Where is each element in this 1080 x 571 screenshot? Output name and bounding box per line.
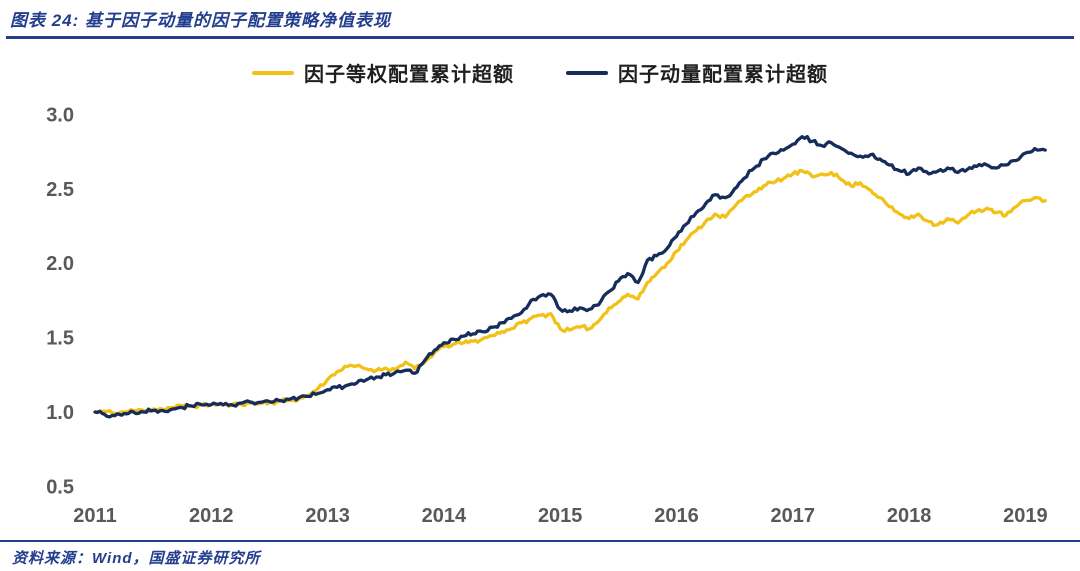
y-axis-tick-label: 0.5	[46, 476, 74, 498]
y-axis-tick-label: 1.0	[46, 402, 74, 424]
x-axis-tick-label: 2012	[189, 505, 234, 527]
chart-legend: 因子等权配置累计超额 因子动量配置累计超额	[0, 58, 1080, 87]
legend-swatch-gold-line	[252, 70, 294, 75]
figure-title: 图表 24: 基于因子动量的因子配置策略净值表现	[10, 11, 392, 30]
series-momentum-line	[93, 134, 1047, 419]
x-axis-tick-label: 2011	[73, 505, 116, 527]
legend-label-momentum: 因子动量配置累计超额	[618, 64, 828, 86]
y-axis-tick-label: 1.5	[46, 328, 74, 350]
x-axis-tick-label: 2013	[305, 505, 350, 527]
legend-item-equal-weight: 因子等权配置累计超额	[252, 58, 514, 87]
x-axis-tick-label: 2014	[422, 505, 467, 527]
series-equal-weight-line	[93, 168, 1047, 417]
x-axis-tick-label: 2017	[771, 505, 816, 527]
y-axis-tick-label: 3.0	[46, 104, 74, 126]
x-axis-tick-label: 2015	[538, 505, 583, 527]
legend-item-momentum: 因子动量配置累计超额	[566, 58, 828, 87]
y-axis-tick-label: 2.0	[46, 253, 74, 275]
source-note: 资料来源：Wind，国盛证券研究所	[12, 550, 261, 567]
x-axis-tick-label: 2018	[887, 505, 932, 527]
footer-divider	[0, 540, 1080, 542]
legend-swatch-navy-line	[566, 70, 608, 75]
title-divider	[6, 36, 1074, 39]
y-axis-tick-label: 2.5	[46, 179, 74, 201]
x-axis-tick-label: 2019	[1003, 505, 1048, 527]
x-axis-tick-label: 2016	[654, 505, 699, 527]
legend-label-equal-weight: 因子等权配置累计超额	[304, 64, 514, 86]
